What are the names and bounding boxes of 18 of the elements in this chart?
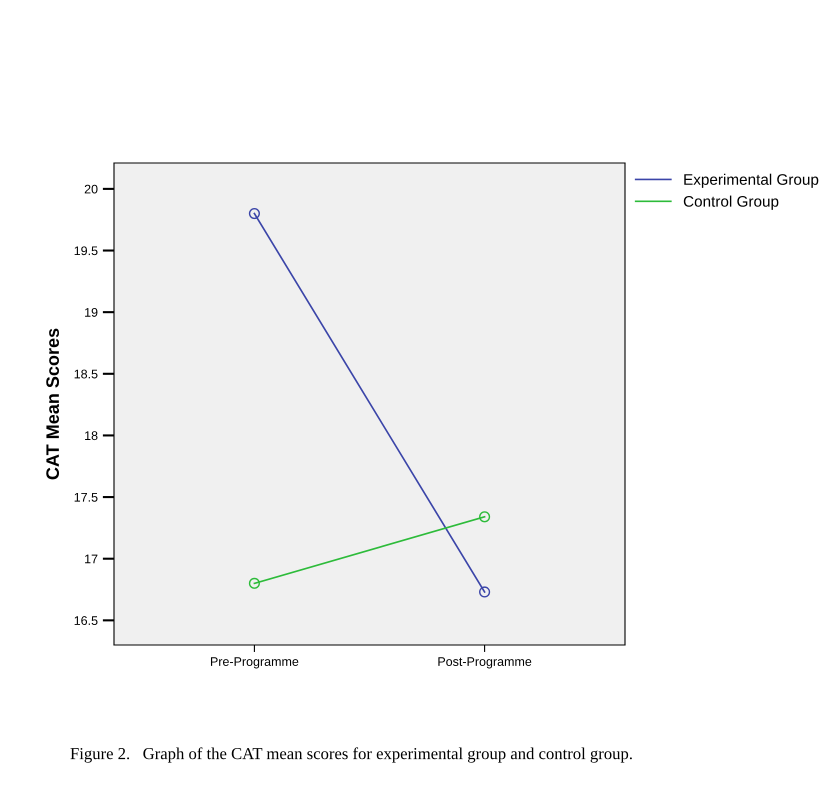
- y-tick-label: 19: [85, 308, 98, 317]
- point: [479, 586, 490, 598]
- x-tick-label: Pre-Programme: [210, 657, 298, 668]
- y-tick-label: 20: [84, 184, 98, 194]
- y-tick-label: 16.5: [74, 616, 98, 625]
- y-tick-label: 18: [85, 431, 98, 440]
- legend-label: Experimental Group: [684, 174, 818, 188]
- y-tick-label: 17: [85, 554, 98, 564]
- caption: Figure 2. Graph of the CAT mean scores for experimental group and control group.: [70, 747, 632, 763]
- point: [479, 511, 490, 522]
- x-tick-label: Post-Programme: [438, 657, 532, 668]
- point: [248, 208, 260, 220]
- y-tick-label: 18.5: [74, 370, 98, 378]
- legend-label: Control Group: [684, 196, 778, 210]
- y-tick-label: 17.5: [74, 493, 98, 502]
- y-axis-title: CAT Mean Scores: [46, 328, 60, 480]
- y-tick-label: 19.5: [74, 246, 98, 256]
- point: [248, 578, 260, 589]
